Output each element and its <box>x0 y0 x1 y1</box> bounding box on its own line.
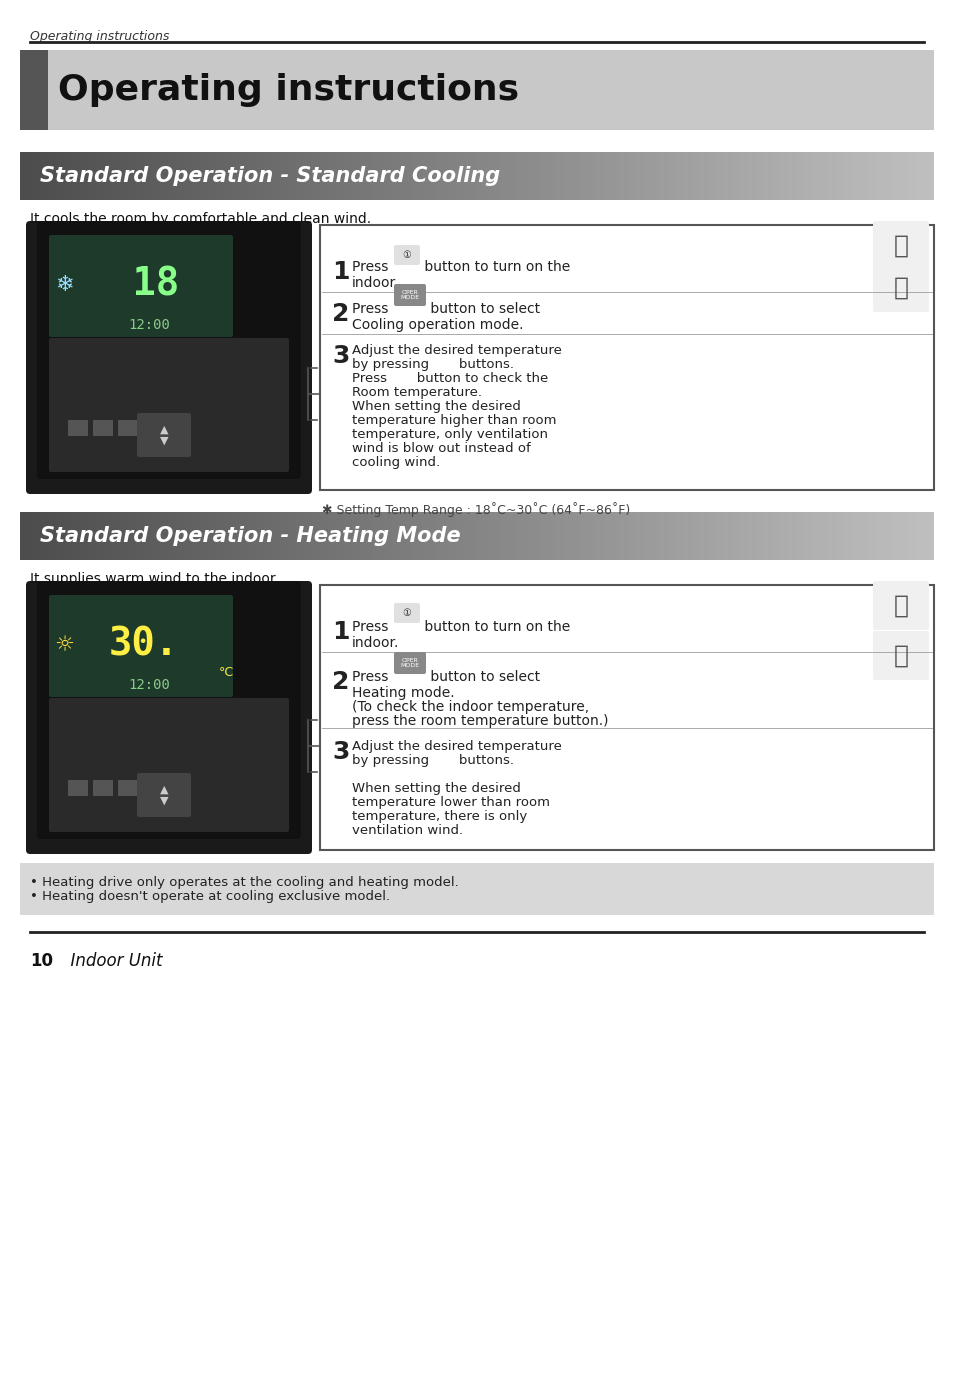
FancyBboxPatch shape <box>872 221 928 270</box>
Text: wind is blow out instead of: wind is blow out instead of <box>352 442 530 455</box>
Text: ☼: ☼ <box>54 636 74 655</box>
Text: Press: Press <box>352 302 393 316</box>
FancyBboxPatch shape <box>37 581 301 839</box>
Bar <box>20 50 933 130</box>
Text: button to select: button to select <box>426 671 539 685</box>
FancyBboxPatch shape <box>394 603 419 623</box>
Text: button to select: button to select <box>426 302 539 316</box>
Text: • Heating doesn't operate at cooling exclusive model.: • Heating doesn't operate at cooling exc… <box>30 890 390 903</box>
FancyBboxPatch shape <box>143 420 163 435</box>
Text: temperature, only ventilation: temperature, only ventilation <box>352 428 547 441</box>
FancyBboxPatch shape <box>92 780 112 797</box>
Text: temperature higher than room: temperature higher than room <box>352 414 556 427</box>
FancyBboxPatch shape <box>872 631 928 680</box>
FancyBboxPatch shape <box>143 780 163 797</box>
FancyBboxPatch shape <box>49 595 233 697</box>
Text: button to turn on the: button to turn on the <box>419 620 570 634</box>
Text: 👆: 👆 <box>893 644 907 668</box>
FancyBboxPatch shape <box>49 235 233 337</box>
Text: Standard Operation - Standard Cooling: Standard Operation - Standard Cooling <box>40 167 499 186</box>
Text: It supplies warm wind to the indoor: It supplies warm wind to the indoor <box>30 573 275 587</box>
FancyBboxPatch shape <box>394 284 426 307</box>
FancyBboxPatch shape <box>872 581 928 630</box>
Text: 👆: 👆 <box>893 276 907 300</box>
FancyBboxPatch shape <box>26 221 312 494</box>
Text: 12:00: 12:00 <box>128 318 170 332</box>
Text: 👆: 👆 <box>893 594 907 617</box>
Text: press the room temperature button.): press the room temperature button.) <box>352 714 608 728</box>
Text: ventilation wind.: ventilation wind. <box>352 825 462 837</box>
Text: Press: Press <box>352 260 393 274</box>
Bar <box>20 50 48 130</box>
Text: Heating mode.: Heating mode. <box>352 686 455 700</box>
Text: ▲
▼: ▲ ▼ <box>159 424 168 445</box>
FancyBboxPatch shape <box>394 245 419 265</box>
Bar <box>319 225 933 490</box>
FancyBboxPatch shape <box>49 699 289 832</box>
Text: 2: 2 <box>332 302 349 326</box>
Text: Operating instructions: Operating instructions <box>30 29 170 43</box>
FancyBboxPatch shape <box>872 263 928 312</box>
Text: 👆: 👆 <box>893 234 907 258</box>
Text: • Heating drive only operates at the cooling and heating model.: • Heating drive only operates at the coo… <box>30 876 458 889</box>
Text: by pressing       buttons.: by pressing buttons. <box>352 358 514 371</box>
FancyBboxPatch shape <box>137 773 191 818</box>
Text: Press: Press <box>352 671 393 685</box>
Bar <box>319 585 933 850</box>
Text: cooling wind.: cooling wind. <box>352 456 439 469</box>
Text: temperature, there is only: temperature, there is only <box>352 811 527 823</box>
FancyBboxPatch shape <box>49 337 289 472</box>
Text: indoor.: indoor. <box>352 276 399 290</box>
Text: 1: 1 <box>332 260 349 284</box>
Text: by pressing       buttons.: by pressing buttons. <box>352 755 514 767</box>
Text: indoor.: indoor. <box>352 636 399 650</box>
Text: button to turn on the: button to turn on the <box>419 260 570 274</box>
Text: Operating instructions: Operating instructions <box>58 73 518 106</box>
Text: OPER
MODE: OPER MODE <box>400 658 419 668</box>
Text: 3: 3 <box>332 344 349 368</box>
FancyBboxPatch shape <box>26 581 312 854</box>
FancyBboxPatch shape <box>118 420 138 435</box>
Text: OPER
MODE: OPER MODE <box>400 290 419 301</box>
Text: Adjust the desired temperature: Adjust the desired temperature <box>352 344 561 357</box>
Text: 1: 1 <box>332 620 349 644</box>
FancyBboxPatch shape <box>118 780 138 797</box>
Text: 3: 3 <box>332 741 349 764</box>
Bar <box>319 225 933 490</box>
Text: Indoor Unit: Indoor Unit <box>60 952 162 970</box>
FancyBboxPatch shape <box>68 780 88 797</box>
Text: 30.: 30. <box>109 626 179 664</box>
Bar <box>20 862 933 916</box>
Text: ▲
▼: ▲ ▼ <box>159 784 168 806</box>
FancyBboxPatch shape <box>37 221 301 479</box>
Text: Standard Operation - Heating Mode: Standard Operation - Heating Mode <box>40 526 460 546</box>
Bar <box>319 585 933 850</box>
Text: ✱ Setting Temp Range : 18˚C~30˚C (64˚F~86˚F): ✱ Setting Temp Range : 18˚C~30˚C (64˚F~8… <box>322 503 630 517</box>
Text: 18: 18 <box>109 266 179 304</box>
Text: Adjust the desired temperature: Adjust the desired temperature <box>352 741 561 753</box>
Text: ❄: ❄ <box>54 274 73 295</box>
FancyBboxPatch shape <box>68 420 88 435</box>
Text: When setting the desired: When setting the desired <box>352 783 520 795</box>
Text: Press: Press <box>352 620 393 634</box>
Text: °C: °C <box>219 665 233 679</box>
Text: 10: 10 <box>30 952 53 970</box>
Text: Cooling operation mode.: Cooling operation mode. <box>352 318 523 332</box>
FancyBboxPatch shape <box>137 413 191 456</box>
Text: Press       button to check the: Press button to check the <box>352 372 548 385</box>
Text: 2: 2 <box>332 671 349 694</box>
Text: When setting the desired: When setting the desired <box>352 400 520 413</box>
Text: (To check the indoor temperature,: (To check the indoor temperature, <box>352 700 589 714</box>
Text: 12:00: 12:00 <box>128 678 170 692</box>
Text: Room temperature.: Room temperature. <box>352 386 481 399</box>
Text: temperature lower than room: temperature lower than room <box>352 797 550 809</box>
FancyBboxPatch shape <box>394 652 426 673</box>
FancyBboxPatch shape <box>92 420 112 435</box>
Text: ①: ① <box>402 251 411 260</box>
Text: It cools the room by comfortable and clean wind.: It cools the room by comfortable and cle… <box>30 211 371 225</box>
Text: ①: ① <box>402 608 411 617</box>
